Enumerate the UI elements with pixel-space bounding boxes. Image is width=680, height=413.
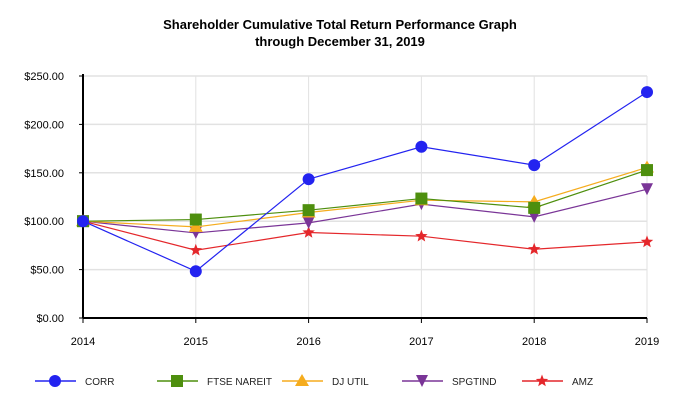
series-line [82, 91, 648, 272]
circle-marker [302, 173, 315, 186]
legend-item: SPGTIND [402, 375, 496, 388]
star-marker [640, 235, 654, 248]
legend-item: DJ UTIL [282, 374, 369, 388]
triangle-up-marker [188, 219, 203, 232]
circle-marker [49, 375, 61, 387]
x-tick-label: 2016 [296, 336, 320, 348]
star-marker [189, 243, 202, 256]
chart-subtitle: through December 31, 2019 [255, 34, 425, 49]
triangle-down-marker [641, 183, 653, 196]
chart-title: Shareholder Cumulative Total Return Perf… [163, 17, 517, 32]
square-marker [415, 192, 428, 205]
x-tick-label: 2014 [71, 336, 95, 348]
square-marker [528, 201, 541, 214]
square-marker [171, 375, 183, 387]
legend-label: DJ UTIL [332, 377, 369, 388]
legend-label: SPGTIND [452, 377, 496, 388]
series-line [82, 220, 648, 251]
star-marker [302, 226, 315, 238]
square-marker [189, 213, 202, 226]
x-tick-label: 2017 [409, 336, 433, 348]
circle-marker [189, 265, 202, 278]
y-tick-label: $250.00 [24, 71, 64, 83]
star-marker [528, 242, 541, 255]
star-marker [535, 374, 549, 387]
x-tick-label: 2019 [635, 336, 659, 348]
series-line [82, 166, 648, 228]
circle-marker [528, 159, 541, 172]
y-tick-label: $0.00 [36, 313, 64, 325]
legend-label: CORR [85, 377, 114, 388]
triangle-down-marker [416, 375, 428, 387]
circle-marker [77, 215, 89, 228]
series-line [82, 169, 648, 222]
x-tick-label: 2015 [184, 336, 208, 348]
triangle-down-marker [302, 216, 315, 229]
square-marker [641, 164, 653, 177]
square-marker [302, 204, 315, 217]
y-tick-label: $50.00 [30, 265, 64, 277]
series-ftse-nareit [77, 164, 653, 228]
circle-marker [415, 140, 428, 153]
series-line [82, 188, 648, 234]
circle-marker [641, 86, 653, 99]
y-tick-label: $100.00 [24, 216, 64, 228]
legend-label: FTSE NAREIT [207, 377, 272, 388]
series-corr [77, 86, 653, 278]
triangle-down-marker [528, 210, 541, 223]
legend-label: AMZ [572, 377, 593, 388]
y-tick-label: $200.00 [24, 119, 64, 131]
star-marker [415, 229, 428, 242]
legend-item: AMZ [522, 374, 593, 388]
x-tick-label: 2018 [522, 336, 546, 348]
legend-item: FTSE NAREIT [157, 375, 272, 388]
legend-item: CORR [35, 375, 114, 388]
y-tick-label: $150.00 [24, 168, 64, 180]
triangle-up-marker [295, 374, 309, 386]
